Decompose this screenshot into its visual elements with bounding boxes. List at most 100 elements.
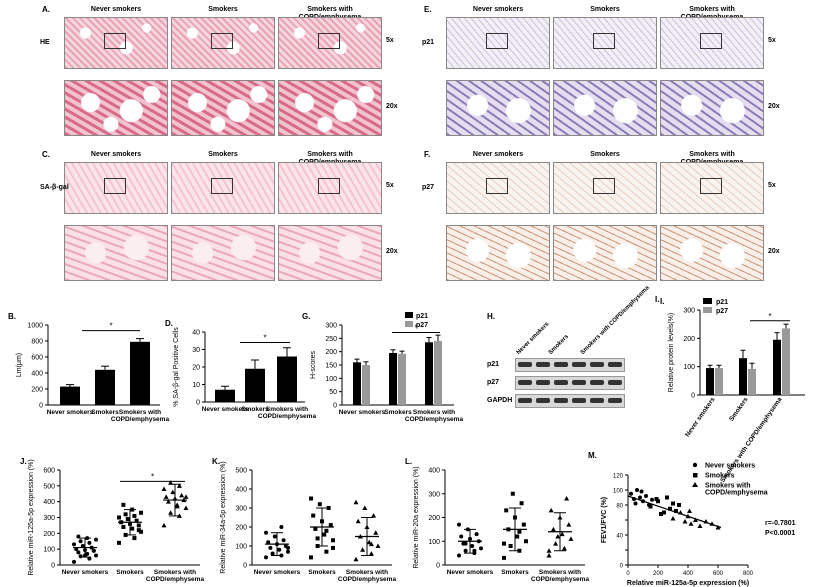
data-point — [668, 506, 672, 511]
data-point — [76, 534, 81, 539]
data-point — [368, 551, 374, 556]
legend-label: p21 — [416, 313, 428, 320]
data-point — [170, 489, 176, 495]
data-point — [286, 549, 290, 554]
magnification-5x: 5x — [768, 37, 776, 44]
micrograph-5x — [553, 17, 657, 69]
data-point — [139, 510, 143, 515]
data-point — [463, 548, 468, 553]
data-point — [76, 550, 81, 555]
bar — [715, 368, 723, 395]
blot-band — [590, 398, 604, 403]
y-tick-label: 0 — [436, 563, 440, 570]
data-point — [656, 499, 660, 504]
significance-star: * — [414, 323, 417, 332]
panel-label: J. — [20, 457, 27, 466]
data-point — [479, 546, 483, 551]
data-point — [355, 518, 361, 524]
blot-band — [590, 362, 604, 367]
group-header: Smokers — [590, 151, 620, 158]
bar — [739, 358, 747, 395]
legend-label: p27 — [416, 322, 428, 329]
data-point — [139, 529, 143, 534]
data-point — [125, 517, 130, 522]
y-tick-label: 100 — [325, 376, 337, 383]
bar — [773, 339, 781, 395]
inset-box — [593, 178, 615, 194]
magnification-20x: 20x — [768, 103, 780, 110]
significance-star: * — [263, 334, 266, 343]
y-axis-label: Relative miR-125a-5p expression (%) — [28, 459, 35, 575]
bar — [215, 389, 235, 402]
data-point — [132, 513, 137, 518]
y-tick-label: 40 — [192, 330, 200, 337]
micrograph-20x — [446, 225, 550, 281]
blot-band — [608, 362, 622, 367]
blot-band — [554, 380, 568, 385]
data-point — [555, 534, 561, 539]
micrograph-5x — [660, 17, 764, 69]
data-point — [375, 543, 381, 548]
blot-band — [554, 362, 568, 367]
group-header: Never smokers — [90, 151, 142, 158]
band-label-p21: p21 — [487, 361, 500, 368]
y-tick-label: 30 — [192, 347, 200, 354]
group-header: Smokers — [208, 6, 238, 13]
y-tick-label: 40 — [616, 534, 623, 540]
data-point — [568, 536, 574, 541]
data-point — [311, 513, 316, 518]
data-point — [322, 532, 327, 537]
blot-band — [608, 380, 622, 385]
data-point — [183, 505, 189, 510]
group-header: Never smokers — [472, 6, 524, 13]
blot-strip — [515, 358, 625, 372]
data-point — [87, 540, 92, 545]
inset-box — [486, 178, 508, 194]
data-point — [674, 509, 678, 513]
y-tick-label: 0 — [333, 403, 337, 410]
micrograph-20x — [660, 80, 764, 136]
y-tick-label: 200 — [235, 525, 247, 532]
data-point — [548, 507, 554, 513]
data-point — [270, 551, 275, 556]
data-point — [644, 494, 648, 498]
data-point — [687, 508, 692, 513]
category-label: Smokers — [116, 569, 144, 576]
inset-box — [211, 178, 233, 194]
data-point — [682, 519, 688, 524]
data-point — [281, 538, 286, 543]
blot-band — [536, 398, 550, 403]
data-point — [524, 539, 528, 544]
y-tick-label: 100 — [43, 547, 55, 554]
micrograph-20x — [553, 80, 657, 136]
stain-label: p27 — [422, 184, 435, 191]
data-point — [715, 525, 721, 530]
bar — [362, 365, 370, 405]
y-tick-label: 400 — [31, 371, 43, 378]
data-point — [629, 491, 633, 496]
significance-star: * — [151, 472, 154, 481]
blot-band — [572, 398, 586, 403]
bar — [60, 386, 80, 405]
legend-marker — [692, 482, 698, 487]
data-point — [677, 503, 681, 507]
panel-label-E: E. — [424, 5, 432, 14]
panel-label-F: F. — [424, 150, 431, 159]
y-tick-label: 400 — [43, 499, 55, 506]
data-point — [650, 497, 654, 502]
data-point — [331, 545, 335, 550]
data-point — [648, 504, 653, 509]
y-tick-label: 600 — [31, 355, 43, 362]
y-tick-label: 300 — [683, 308, 695, 315]
data-point — [174, 503, 180, 509]
y-tick-label: 0 — [196, 400, 200, 407]
category-label: Smokers with — [119, 409, 161, 416]
inset-box — [104, 178, 126, 194]
data-point — [457, 553, 461, 558]
x-tick-label: 0 — [626, 571, 630, 577]
data-point — [470, 544, 475, 548]
data-point — [553, 541, 559, 546]
legend-marker — [692, 462, 698, 468]
y-tick-label: 100 — [428, 539, 440, 546]
